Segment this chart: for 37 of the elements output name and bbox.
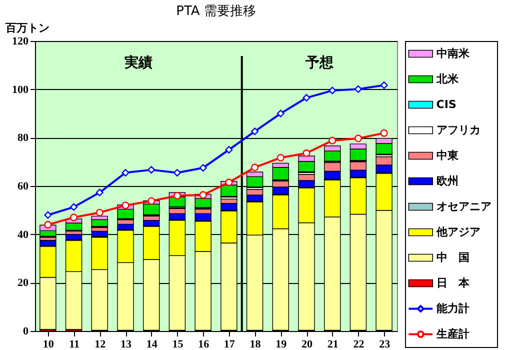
y-tick-label: 20 [18, 277, 29, 290]
chart-title: PTA 需要推移 [176, 4, 256, 19]
x-tick-label: 11 [69, 338, 80, 350]
annotation: 実績 [124, 54, 152, 71]
x-tick-label: 20 [302, 338, 313, 350]
legend-label: 中南米 [436, 46, 470, 60]
x-tick-label: 14 [146, 338, 158, 350]
legend-label: 欧州 [436, 174, 458, 188]
y-axis-title: 百万トン [4, 22, 50, 34]
legend-label: 中 国 [436, 250, 470, 264]
legend-label: CIS [436, 98, 456, 111]
x-tick-label: 10 [42, 338, 54, 350]
y-tick-label: 100 [12, 84, 29, 96]
x-tick-label: 16 [198, 338, 210, 350]
legend-label: 能力計 [436, 302, 470, 315]
x-tick-label: 18 [250, 338, 262, 350]
x-tick-label: 21 [327, 338, 338, 350]
y-tick-label: 120 [12, 36, 29, 48]
x-tick-label: 19 [276, 338, 288, 350]
x-tick-label: 23 [379, 338, 391, 350]
x-tick-label: 13 [120, 338, 132, 350]
x-tick-label: 22 [353, 338, 365, 350]
legend-label: オセアニア [436, 200, 492, 213]
legend-label: 日 本 [436, 276, 470, 290]
y-tick-label: 80 [18, 132, 29, 144]
x-tick-label: 12 [94, 338, 106, 350]
x-tick-label: 17 [224, 338, 236, 350]
legend-label: 生産計 [435, 327, 470, 340]
y-tick-label: 60 [18, 180, 29, 192]
legend-label: 他アジア [435, 225, 480, 238]
annotation: 予想 [304, 55, 334, 71]
y-tick-label: 40 [18, 228, 29, 241]
legend-label: 北米 [435, 72, 460, 86]
legend-label: アフリカ [436, 123, 480, 136]
legend-label: 中東 [436, 148, 460, 162]
y-tick-label: 0 [23, 326, 29, 338]
x-tick-label: 15 [172, 338, 184, 350]
